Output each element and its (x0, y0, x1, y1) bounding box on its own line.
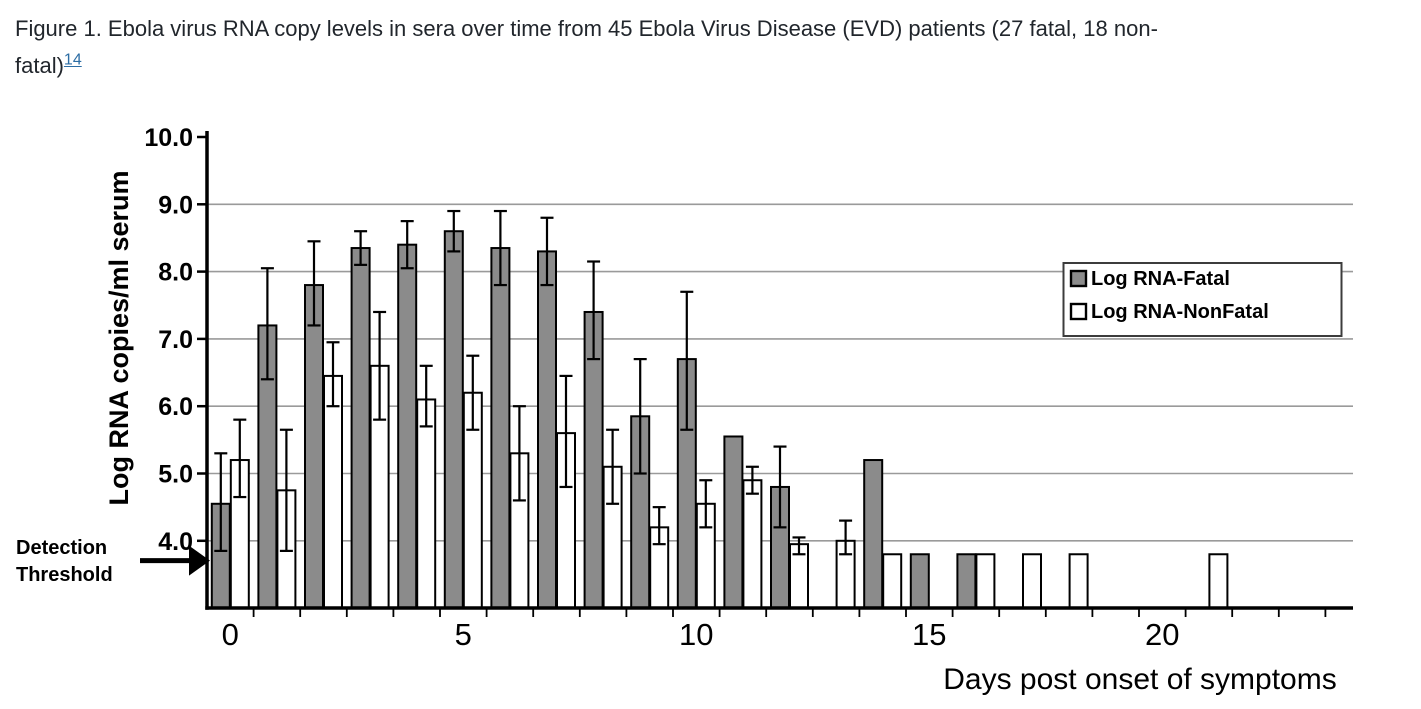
legend-label-fatal: Log RNA-Fatal (1091, 268, 1230, 290)
legend-swatch-nonfatal (1069, 302, 1088, 321)
y-tick-label-8.0: 8.0 (158, 259, 193, 287)
bar-nonfatal-day-11 (742, 479, 763, 610)
reference-link-14[interactable]: 14 (63, 51, 82, 69)
y-tick-label-6.0: 6.0 (158, 393, 193, 421)
y-tick-label-4.0: 4.0 (158, 528, 193, 556)
bar-fatal-day-6 (490, 247, 511, 609)
bar-nonfatal-day-14 (882, 553, 903, 610)
bar-nonfatal-day-16 (975, 553, 996, 610)
bar-nonfatal-day-21 (1208, 553, 1229, 610)
bar-fatal-day-7 (537, 250, 557, 609)
bar-fatal-day-3 (350, 247, 371, 609)
bar-fatal-day-5 (443, 230, 464, 609)
bar-nonfatal-day-17 (1022, 553, 1042, 610)
x-tick-label-20: 20 (1145, 617, 1179, 652)
x-tick-label-0: 0 (222, 617, 239, 652)
legend-box (1062, 262, 1343, 337)
bar-nonfatal-day-18 (1068, 553, 1089, 610)
bar-nonfatal-day-4 (416, 398, 437, 609)
bar-fatal-day-2 (304, 284, 324, 609)
y-tick-label-10.0: 10.0 (144, 124, 193, 152)
y-axis-title: Log RNA copies/ml serum (104, 170, 134, 505)
figure-caption-line2-text: fatal) (15, 53, 64, 78)
bar-fatal-day-15 (909, 553, 930, 610)
x-tick-label-15: 15 (912, 617, 946, 652)
detection-threshold-label: Threshold (16, 564, 113, 586)
x-tick-label-10: 10 (679, 617, 713, 652)
bar-fatal-day-11 (723, 435, 744, 609)
bar-nonfatal-day-2 (323, 374, 343, 610)
x-tick-label-5: 5 (455, 617, 472, 652)
figure-caption-line1: Figure 1. Ebola virus RNA copy levels in… (15, 16, 1158, 41)
figure-caption: Figure 1. Ebola virus RNA copy levels in… (15, 10, 1415, 84)
y-tick-label-7.0: 7.0 (158, 326, 193, 354)
x-axis-title: Days post onset of symptoms (943, 663, 1337, 696)
bar-fatal-day-4 (397, 243, 418, 609)
detection-threshold-label: Detection (16, 537, 107, 559)
legend-swatch-fatal (1069, 269, 1088, 288)
bar-fatal-day-16 (956, 553, 977, 610)
figure-caption-line2: fatal)14 (15, 47, 1415, 84)
y-tick-label-5.0: 5.0 (158, 461, 193, 489)
bar-fatal-day-14 (863, 459, 884, 610)
detection-threshold-arrow-head (189, 545, 210, 576)
legend-label-nonfatal: Log RNA-NonFatal (1091, 301, 1269, 323)
y-tick-label-9.0: 9.0 (158, 191, 193, 219)
